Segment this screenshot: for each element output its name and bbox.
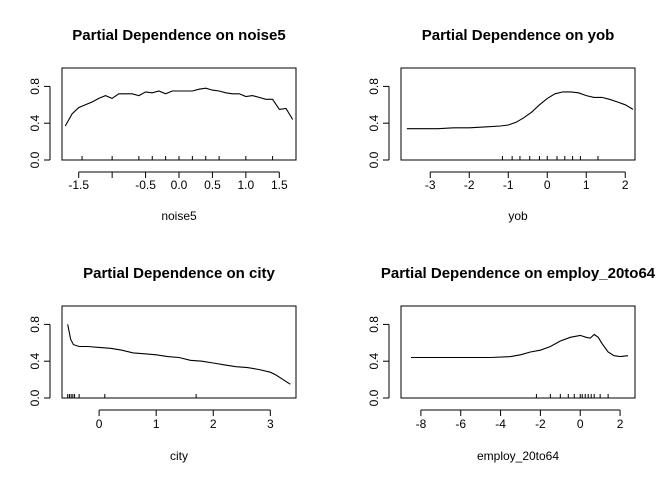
chart-panel-2: Partial Dependence on yob -3 -2 -1 0 1 2 0.0 0.4… [367, 27, 636, 223]
chart-title: Partial Dependence on employ_20to64 [381, 265, 656, 282]
y-tick-label: 0.4 [28, 115, 42, 132]
y-tick-label: 0.8 [28, 78, 42, 95]
chart-panel-3: Partial Dependence on city 0 1 2 3 0.0 0.4 0.8 c… [28, 265, 297, 463]
x-tick-label: 0 [544, 178, 551, 192]
plot-frame [61, 305, 297, 399]
chart-title: Partial Dependence on noise5 [72, 27, 285, 44]
x-tick-label: -6 [455, 417, 466, 431]
y-tick-label: 0.8 [367, 78, 381, 95]
x-axis-label: noise5 [161, 209, 197, 223]
y-tick-label: 0.4 [367, 353, 381, 370]
y-tick-label: 0.0 [367, 389, 381, 406]
x-axis-label: employ_20to64 [477, 449, 559, 463]
x-tick-label: -3 [425, 178, 436, 192]
chart-panel-1: Partial Dependence on noise5 -1.5 -0.5 0.0 0… [28, 27, 297, 223]
y-tick-label: 0.8 [367, 316, 381, 333]
plot-frame [400, 67, 636, 161]
x-tick-label: -8 [416, 417, 427, 431]
x-tick-label: 1 [583, 178, 590, 192]
plot-frame [400, 305, 636, 399]
y-tick-label: 0.4 [367, 115, 381, 132]
x-tick-label: 3 [267, 417, 274, 431]
x-tick-label: -2 [464, 178, 475, 192]
x-tick-label: 1.0 [238, 178, 255, 192]
series-line [411, 333, 629, 359]
x-tick-label: -4 [495, 417, 506, 431]
x-tick-label: -0.5 [135, 178, 156, 192]
x-tick-label: 0.0 [171, 178, 188, 192]
x-tick-label: 1 [153, 417, 160, 431]
x-tick-label: 0 [96, 417, 103, 431]
y-tick-label: 0.0 [28, 151, 42, 168]
x-tick-label: 0.5 [204, 178, 221, 192]
y-tick-label: 0.0 [367, 151, 381, 168]
plot-frame [61, 67, 297, 161]
x-axis-label: yob [508, 209, 528, 223]
chart-panel-4: Partial Dependence on employ_20to64 -8 -6 -… [367, 265, 656, 463]
x-tick-label: 2 [210, 417, 217, 431]
y-tick-label: 0.8 [28, 316, 42, 333]
y-tick-label: 0.0 [28, 389, 42, 406]
x-tick-label: 2 [617, 417, 624, 431]
x-tick-label: -1 [503, 178, 514, 192]
x-tick-label: -1.5 [68, 178, 89, 192]
x-axis-label: city [170, 449, 188, 463]
y-tick-label: 0.4 [28, 353, 42, 370]
series-line [64, 87, 294, 127]
x-tick-label: 2 [622, 178, 629, 192]
series-line [406, 91, 634, 130]
x-tick-label: 1.5 [271, 178, 288, 192]
x-tick-label: 0 [577, 417, 584, 431]
x-tick-label: -2 [535, 417, 546, 431]
chart-title: Partial Dependence on yob [422, 27, 615, 44]
chart-title: Partial Dependence on city [83, 265, 275, 282]
series-line [67, 324, 291, 385]
